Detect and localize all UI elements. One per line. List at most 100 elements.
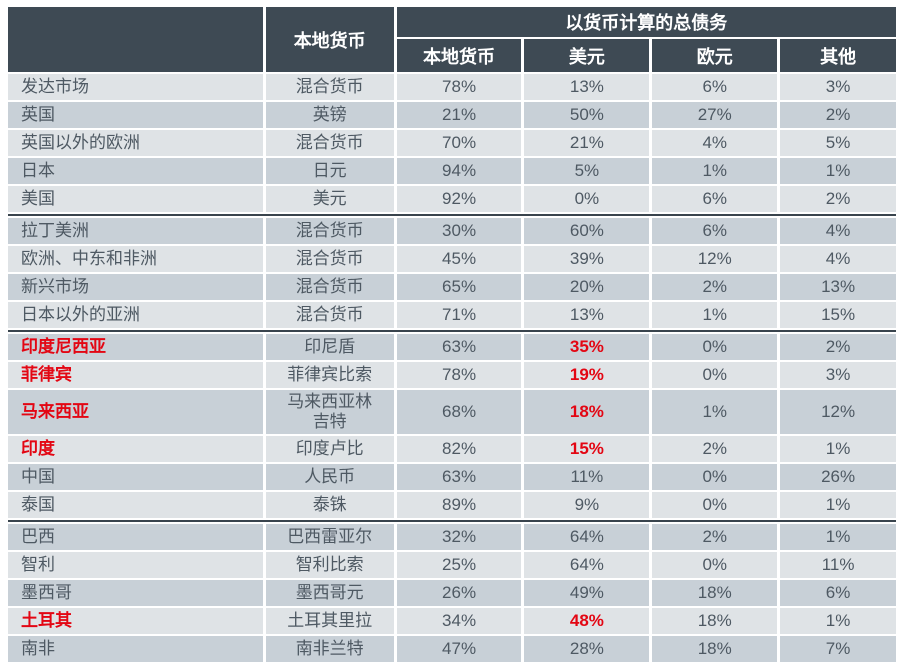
- region-cell: 土耳其: [8, 608, 263, 634]
- currency-cell: 土耳其里拉: [265, 608, 394, 634]
- value-cell-eur: 1%: [652, 302, 778, 328]
- value-cell-other: 3%: [780, 362, 896, 388]
- corner-header-cell: [8, 7, 263, 72]
- table-row: 英国 英镑 21% 50% 27% 2%: [8, 102, 896, 128]
- value-cell-other: 1%: [780, 158, 896, 184]
- value-cell-other: 5%: [780, 130, 896, 156]
- subheader-other: 其他: [780, 39, 896, 72]
- value-cell-other: 13%: [780, 274, 896, 300]
- region-cell: 印度: [8, 436, 263, 462]
- currency-cell: 混合货币: [265, 74, 394, 100]
- value-cell-eur: 6%: [652, 186, 778, 212]
- currency-cell: 智利比索: [265, 552, 394, 578]
- value-cell-eur: 0%: [652, 334, 778, 360]
- region-cell: 拉丁美洲: [8, 218, 263, 244]
- value-cell-local: 70%: [396, 130, 522, 156]
- value-cell-eur: 1%: [652, 158, 778, 184]
- value-cell-other: 11%: [780, 552, 896, 578]
- region-cell: 欧洲、中东和非洲: [8, 246, 263, 272]
- value-cell-eur: 0%: [652, 552, 778, 578]
- table-row: 拉丁美洲 混合货币 30% 60% 6% 4%: [8, 218, 896, 244]
- currency-cell: 人民币: [265, 464, 394, 490]
- table-row: 欧洲、中东和非洲 混合货币 45% 39% 12% 4%: [8, 246, 896, 272]
- value-cell-local: 82%: [396, 436, 522, 462]
- table-body: 发达市场 混合货币 78% 13% 6% 3% 英国 英镑 21% 50% 27…: [8, 74, 896, 662]
- value-cell-eur: 0%: [652, 362, 778, 388]
- table-row: 英国以外的欧洲 混合货币 70% 21% 4% 5%: [8, 130, 896, 156]
- currency-cell: 菲律宾比索: [265, 362, 394, 388]
- table-header: 本地货币 以货币计算的总债务 本地货币 美元 欧元 其他: [8, 7, 896, 72]
- value-cell-usd: 18%: [524, 390, 650, 434]
- local-currency-column-header: 本地货币: [265, 7, 394, 72]
- subheader-eur: 欧元: [652, 39, 778, 72]
- value-cell-eur: 2%: [652, 436, 778, 462]
- value-cell-other: 2%: [780, 102, 896, 128]
- value-cell-local: 47%: [396, 636, 522, 662]
- region-cell: 美国: [8, 186, 263, 212]
- table-row: 智利 智利比索 25% 64% 0% 11%: [8, 552, 896, 578]
- table-row: 墨西哥 墨西哥元 26% 49% 18% 6%: [8, 580, 896, 606]
- value-cell-eur: 18%: [652, 608, 778, 634]
- value-cell-local: 94%: [396, 158, 522, 184]
- value-cell-local: 68%: [396, 390, 522, 434]
- value-cell-usd: 11%: [524, 464, 650, 490]
- table-row: 土耳其 土耳其里拉 34% 48% 18% 1%: [8, 608, 896, 634]
- region-cell: 新兴市场: [8, 274, 263, 300]
- value-cell-usd: 39%: [524, 246, 650, 272]
- value-cell-usd: 20%: [524, 274, 650, 300]
- currency-cell: 墨西哥元: [265, 580, 394, 606]
- value-cell-other: 1%: [780, 524, 896, 550]
- value-cell-local: 25%: [396, 552, 522, 578]
- value-cell-local: 63%: [396, 334, 522, 360]
- value-cell-other: 1%: [780, 436, 896, 462]
- value-cell-usd: 48%: [524, 608, 650, 634]
- value-cell-usd: 13%: [524, 74, 650, 100]
- value-cell-eur: 1%: [652, 390, 778, 434]
- table-row: 印度尼西亚 印尼盾 63% 35% 0% 2%: [8, 334, 896, 360]
- value-cell-local: 45%: [396, 246, 522, 272]
- value-cell-usd: 0%: [524, 186, 650, 212]
- value-cell-other: 3%: [780, 74, 896, 100]
- value-cell-eur: 6%: [652, 74, 778, 100]
- value-cell-local: 63%: [396, 464, 522, 490]
- value-cell-usd: 35%: [524, 334, 650, 360]
- currency-cell: 巴西雷亚尔: [265, 524, 394, 550]
- value-cell-eur: 27%: [652, 102, 778, 128]
- region-cell: 菲律宾: [8, 362, 263, 388]
- currency-cell: 马来西亚林吉特: [265, 390, 394, 434]
- value-cell-other: 4%: [780, 246, 896, 272]
- table-row: 发达市场 混合货币 78% 13% 6% 3%: [8, 74, 896, 100]
- currency-cell: 混合货币: [265, 302, 394, 328]
- table-row: 中国 人民币 63% 11% 0% 26%: [8, 464, 896, 490]
- currency-cell: 日元: [265, 158, 394, 184]
- region-cell: 墨西哥: [8, 580, 263, 606]
- currency-cell: 泰铢: [265, 492, 394, 518]
- region-cell: 发达市场: [8, 74, 263, 100]
- value-cell-eur: 12%: [652, 246, 778, 272]
- region-cell: 泰国: [8, 492, 263, 518]
- value-cell-local: 30%: [396, 218, 522, 244]
- value-cell-eur: 2%: [652, 524, 778, 550]
- value-cell-local: 26%: [396, 580, 522, 606]
- currency-cell: 英镑: [265, 102, 394, 128]
- table-row: 泰国 泰铢 89% 9% 0% 1%: [8, 492, 896, 518]
- value-cell-eur: 6%: [652, 218, 778, 244]
- value-cell-usd: 49%: [524, 580, 650, 606]
- value-cell-usd: 21%: [524, 130, 650, 156]
- value-cell-local: 78%: [396, 362, 522, 388]
- value-cell-local: 65%: [396, 274, 522, 300]
- table-row: 新兴市场 混合货币 65% 20% 2% 13%: [8, 274, 896, 300]
- currency-cell: 印尼盾: [265, 334, 394, 360]
- value-cell-usd: 15%: [524, 436, 650, 462]
- value-cell-usd: 9%: [524, 492, 650, 518]
- value-cell-usd: 28%: [524, 636, 650, 662]
- region-cell: 英国: [8, 102, 263, 128]
- table-row: 巴西 巴西雷亚尔 32% 64% 2% 1%: [8, 524, 896, 550]
- section-separator: [8, 520, 896, 522]
- table-row: 菲律宾 菲律宾比索 78% 19% 0% 3%: [8, 362, 896, 388]
- subheader-local-currency: 本地货币: [396, 39, 522, 72]
- table-row: 美国 美元 92% 0% 6% 2%: [8, 186, 896, 212]
- table-row: 日本 日元 94% 5% 1% 1%: [8, 158, 896, 184]
- currency-cell: 混合货币: [265, 246, 394, 272]
